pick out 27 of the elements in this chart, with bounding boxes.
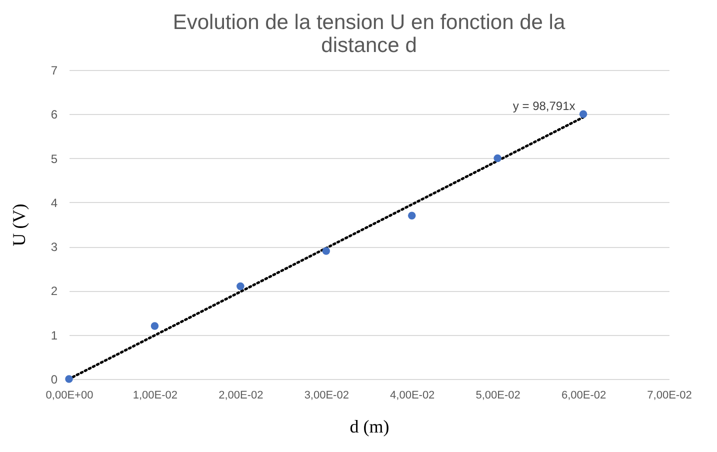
point (408, 212, 416, 220)
x-tick-label: 0,00E+00 (46, 390, 94, 402)
x-tick-label: 3,00E-02 (304, 390, 349, 402)
point (236, 282, 244, 290)
annotation: y = 98,791x (512, 99, 576, 114)
y-axis-title: U (V) (8, 204, 29, 246)
x-tick-label: 7,00E-02 (647, 390, 692, 402)
point (494, 154, 502, 162)
y-tick-label: 6 (50, 108, 58, 122)
point (322, 247, 330, 255)
y-tick-label: 7 (50, 64, 58, 78)
y-tick-label: 5 (50, 152, 58, 166)
y-tick-label: 4 (50, 196, 58, 210)
y-tick-label: 1 (50, 328, 58, 342)
x-tick-label: 1,00E-02 (132, 390, 178, 402)
y-tick-label: 3 (50, 240, 58, 254)
chart-title: Evolution de la tension U en fonction de la distance d (172, 11, 566, 57)
y-tick-label: 0 (50, 372, 58, 386)
point (150, 322, 159, 330)
x-tick-label: 6,00E-02 (561, 390, 606, 402)
x-tick-label: 4,00E-02 (390, 390, 435, 402)
x-axis-title: d (m) (350, 416, 390, 436)
x-tick-label: 5,00E-02 (476, 390, 520, 402)
point (65, 375, 73, 383)
point (579, 110, 588, 118)
y-tick-label: 2 (50, 284, 58, 298)
x-tick-label: 2,00E-02 (218, 390, 264, 402)
